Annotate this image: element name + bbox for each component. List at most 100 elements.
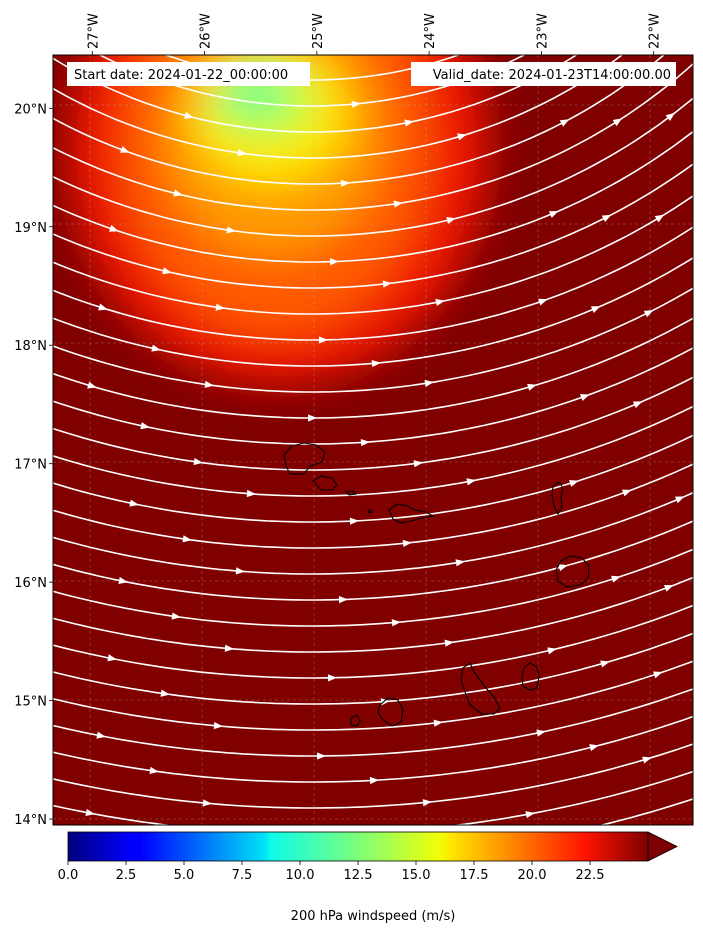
- streamline: [53, 743, 693, 809]
- streamline-arrow: [413, 460, 423, 468]
- streamline-arrow: [380, 698, 390, 706]
- island-maio: [521, 662, 540, 691]
- streamline: [53, 317, 693, 419]
- island-santiago: [460, 662, 501, 715]
- valid-date-box: Valid_date: 2024-01-23T14:00:00.00: [411, 62, 676, 86]
- streamline-arrow: [674, 496, 685, 504]
- streamline: [53, 491, 693, 575]
- map-frame: [52, 54, 694, 826]
- streamline-arrow: [329, 258, 339, 266]
- colorbar-ticks: 0.0 2.5 5.0 7.5 10.0 12.5 15.0 17.5 20.0 22.5: [58, 861, 605, 883]
- streamline-arrow: [538, 298, 548, 306]
- streamline-arrow: [580, 394, 590, 401]
- island-santa-luzia: [344, 490, 358, 496]
- colorbar-extend-arrow: [647, 831, 678, 862]
- colorbar-tick-label: 20.0: [518, 868, 547, 883]
- streamline-arrow: [360, 438, 370, 447]
- streamline-arrow: [182, 535, 192, 543]
- streamline-arrow: [204, 380, 214, 388]
- streamline-arrow: [548, 211, 559, 218]
- lon-tick-label: 26°W: [199, 13, 214, 49]
- lon-tick-label: 24°W: [423, 13, 438, 49]
- streamline-arrow: [351, 100, 361, 108]
- streamline-arrow: [402, 539, 412, 547]
- lat-tick-label: 16°N: [14, 576, 47, 591]
- streamline-arrow: [527, 383, 537, 391]
- streamline-arrow: [213, 721, 223, 730]
- streamline-arrow: [349, 517, 359, 525]
- streamline: [53, 405, 693, 497]
- streamline-arrow: [184, 111, 194, 119]
- colorbar-tick-label: 5.0: [174, 868, 195, 883]
- streamline-arrow: [151, 344, 161, 352]
- lat-tick-label: 19°N: [14, 221, 47, 236]
- colorbar-tick-label: 15.0: [402, 868, 431, 883]
- streamline-arrow: [129, 499, 139, 507]
- streamline-arrow: [193, 457, 203, 466]
- streamline-arrow: [457, 133, 467, 141]
- lon-tick-label: 22°W: [648, 13, 663, 49]
- streamline-arrow: [327, 674, 337, 682]
- streamline-arrow: [246, 489, 256, 498]
- island-santo-antao: [283, 442, 326, 475]
- streamline-arrow: [391, 619, 401, 627]
- streamline-arrow: [653, 671, 663, 679]
- island-brava: [350, 714, 361, 727]
- streamline: [53, 287, 693, 393]
- island-sao-nicolau: [388, 503, 435, 524]
- streamline-arrow: [107, 654, 117, 662]
- streamline-arrow: [237, 149, 247, 157]
- streamline-arrow: [424, 379, 434, 387]
- streamline-arrow: [558, 564, 568, 572]
- colorbar-tick-label: 2.5: [116, 868, 137, 883]
- streamline: [53, 376, 693, 471]
- streamline-arrow: [466, 478, 476, 486]
- colorbar-gradient: [68, 832, 648, 861]
- streamline-arrow: [160, 689, 170, 697]
- colorbar-label: 200 hPa windspeed (m/s): [291, 909, 456, 924]
- streamline-arrow: [338, 596, 348, 604]
- streamline-arrow: [590, 306, 601, 313]
- lat-tick-label: 17°N: [14, 458, 47, 473]
- streamline-arrow: [525, 811, 535, 819]
- streamline: [53, 97, 693, 237]
- streamline: [53, 163, 693, 289]
- island-sal: [551, 481, 564, 516]
- streamline: [53, 130, 693, 263]
- streamline-arrow: [654, 214, 665, 223]
- lon-tick-label: 27°W: [86, 13, 101, 49]
- streamline-arrow: [433, 719, 443, 727]
- start-date-box: Start date: 2024-01-22_00:00:00: [67, 62, 310, 86]
- lat-tick-label: 14°N: [14, 813, 47, 828]
- streamline-arrow: [96, 731, 106, 739]
- streamline-arrow: [663, 584, 674, 592]
- streamline-arrow: [235, 567, 245, 575]
- streamline-arrow: [226, 226, 236, 234]
- streamlines: [53, 55, 693, 825]
- streamline-arrow: [224, 644, 234, 652]
- streamline-arrow: [642, 756, 652, 764]
- streamline: [53, 226, 693, 341]
- streamline-arrow: [318, 336, 328, 344]
- streamline-arrow: [149, 766, 159, 775]
- streamline-arrow: [446, 217, 456, 225]
- streamline-arrow: [422, 799, 432, 807]
- streamline-arrow: [547, 647, 557, 655]
- streamline: [53, 347, 693, 445]
- windspeed-field: [68, 55, 488, 385]
- streamline-arrow: [393, 200, 403, 208]
- streamline: [53, 548, 693, 627]
- lat-tick-label: 18°N: [14, 339, 47, 354]
- streamline: [53, 660, 693, 731]
- streamline-arrow: [665, 112, 675, 121]
- colorbar-tick-label: 7.5: [232, 868, 253, 883]
- colorbar-tick-label: 22.5: [576, 868, 605, 883]
- streamline-arrow: [98, 303, 108, 311]
- colorbar-tick-label: 17.5: [460, 868, 489, 883]
- streamline-arrow: [611, 575, 621, 583]
- streamline-arrow: [632, 401, 643, 409]
- streamline-arrow: [118, 576, 128, 584]
- streamline: [53, 770, 693, 825]
- streamline-arrow: [455, 559, 465, 567]
